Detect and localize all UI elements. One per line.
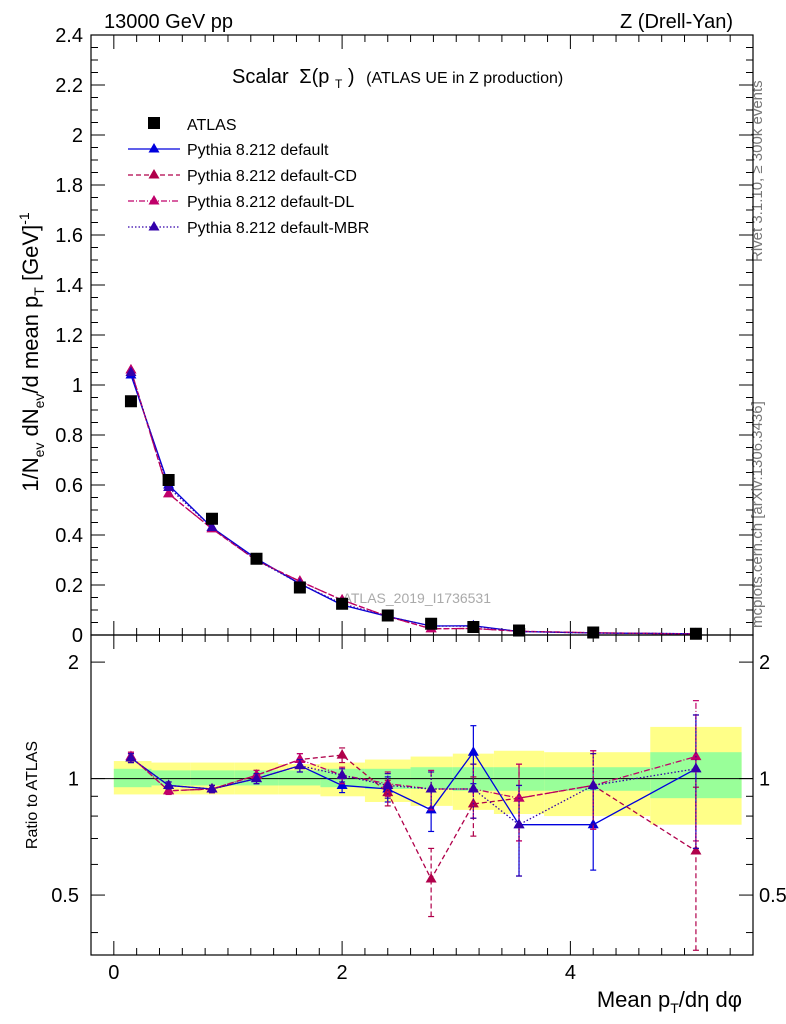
header-left: 13000 GeV pp [104,11,233,33]
atlas-data-point [425,617,438,630]
ratio-series-line [130,751,697,826]
ratio-y-axis-label: Ratio to ATLAS [24,741,41,849]
main-y-tick-label: 2.2 [55,75,83,97]
title-prefix: Scalar [232,66,289,88]
ratio-y-tick-label-right: 2 [759,652,770,674]
atlas-data-point [162,474,175,486]
ratio-series-point [467,782,479,793]
ratio-series-point [206,782,218,793]
main-curves [130,369,696,635]
main-series-point [163,481,175,491]
atlas-data-point [336,597,349,610]
ratio-series-line [130,755,697,799]
ratio-series-point [425,782,437,793]
legend-mbr-label: Pythia 8.212 default-MBR [187,220,369,237]
ratio-y-tick-label-right: 0.5 [759,885,786,907]
main-y-ticks: 0 0.2 0.4 0.6 0.8 1 1.2 1.4 1.6 1.8 2 2.2 2.4 [55,25,753,647]
main-y-axis-label: 1/Nev dNev/d mean pT [GeV]-1 [16,212,47,492]
ratio-series-point [163,779,175,789]
x-axis-label: Mean pT/dη dφ [597,987,742,1016]
ratio-y-ticks: 0.5 0.5 1 1 2 2 [51,652,786,934]
ratio-series-point [251,772,262,783]
ratio-series-point [587,779,599,789]
ratio-panel: 0.5 0.5 1 1 2 2 0 2 4 [51,634,786,984]
main-y-tick-label: 2 [72,125,83,147]
main-y-tick-label: 2.4 [55,25,83,47]
ratio-series-point [513,792,525,802]
ratio-series-point [690,762,702,773]
ratio-series-point [382,779,394,789]
main-panel: 0 0.2 0.4 0.6 0.8 1 1.2 1.4 1.6 1.8 2 2.2 2.4 ATLAS_… [55,25,754,647]
main-series-line [130,369,696,635]
legend-dl-marker [148,195,160,205]
legend-cd-marker [148,169,160,179]
main-series-point [163,487,175,498]
ratio-points [125,700,702,951]
ratio-series-point [336,749,348,759]
ratio-series-point [690,844,702,855]
title-sigma: Σ(p [299,66,329,88]
main-y-tick-label: 1.4 [55,275,83,297]
ratio-y-tick-label: 0.5 [51,885,79,907]
ratio-band-inner [190,770,235,786]
main-series-point [125,366,137,376]
ratio-band-inner [113,768,152,788]
chart-title: Scalar Σ(p T ) (ATLAS UE in Z production… [232,66,563,93]
legend-mbr-marker [148,221,160,231]
atlas-data-point [205,512,218,525]
atlas-data-point [513,624,526,637]
ratio-band-inner [151,770,191,786]
legend-atlas-label: ATLAS [187,117,237,134]
ratio-series-point [125,752,137,762]
main-y-tick-label: 1.6 [55,225,83,247]
main-y-tick-label: 0.2 [55,575,83,597]
atlas-data-point [467,621,480,633]
atlas-data-point [381,609,394,622]
legend-default-marker [148,143,160,153]
ratio-series-point [294,753,306,764]
atlas-data-point [689,627,702,640]
ratio-frame [90,634,754,956]
title-suffix: (ATLAS UE in Z production) [366,70,563,87]
x-tick-label: 4 [565,962,576,984]
atlas-data-point [124,395,137,408]
title-sub: T [335,77,343,91]
ratio-series-point [467,746,479,756]
ratio-x-ticks: 0 2 4 [108,635,731,984]
main-y-tick-label: 0.6 [55,475,83,497]
main-y-tick-label: 0.8 [55,425,83,447]
analysis-watermark: ATLAS_2019_I1736531 [343,590,492,606]
ratio-y-tick-label-right: 1 [759,769,770,791]
ratio-band-inner [278,770,321,786]
title-close: ) [348,66,355,88]
ratio-series-point [690,750,702,761]
header-right: Z (Drell-Yan) [620,11,733,33]
atlas-data-point [250,552,263,565]
ratio-y-tick-label: 1 [68,769,79,791]
main-y-tick-label: 0.4 [55,525,83,547]
legend: ATLAS Pythia 8.212 default Pythia 8.212 … [128,117,369,237]
ratio-y-tick-label: 2 [68,652,79,674]
ratio-series-point [336,769,348,779]
ratio-curves [130,751,697,881]
main-x-ticks [113,35,731,635]
x-tick-label: 0 [108,962,119,984]
main-y-tick-label: 0 [72,625,83,647]
legend-atlas-marker [148,117,160,129]
main-y-tick-label: 1.2 [55,325,83,347]
main-series-point [206,521,218,531]
ratio-series-point [513,818,525,829]
main-y-tick-label: 1.8 [55,175,83,197]
legend-default-label: Pythia 8.212 default [187,142,329,159]
x-tick-label: 2 [337,962,348,984]
ratio-series-point [425,873,437,883]
legend-dl-label: Pythia 8.212 default-DL [187,194,354,211]
legend-cd-label: Pythia 8.212 default-CD [187,168,357,185]
atlas-data-point [293,581,306,594]
main-y-tick-label: 1 [72,375,83,397]
ratio-series-point [294,759,306,770]
